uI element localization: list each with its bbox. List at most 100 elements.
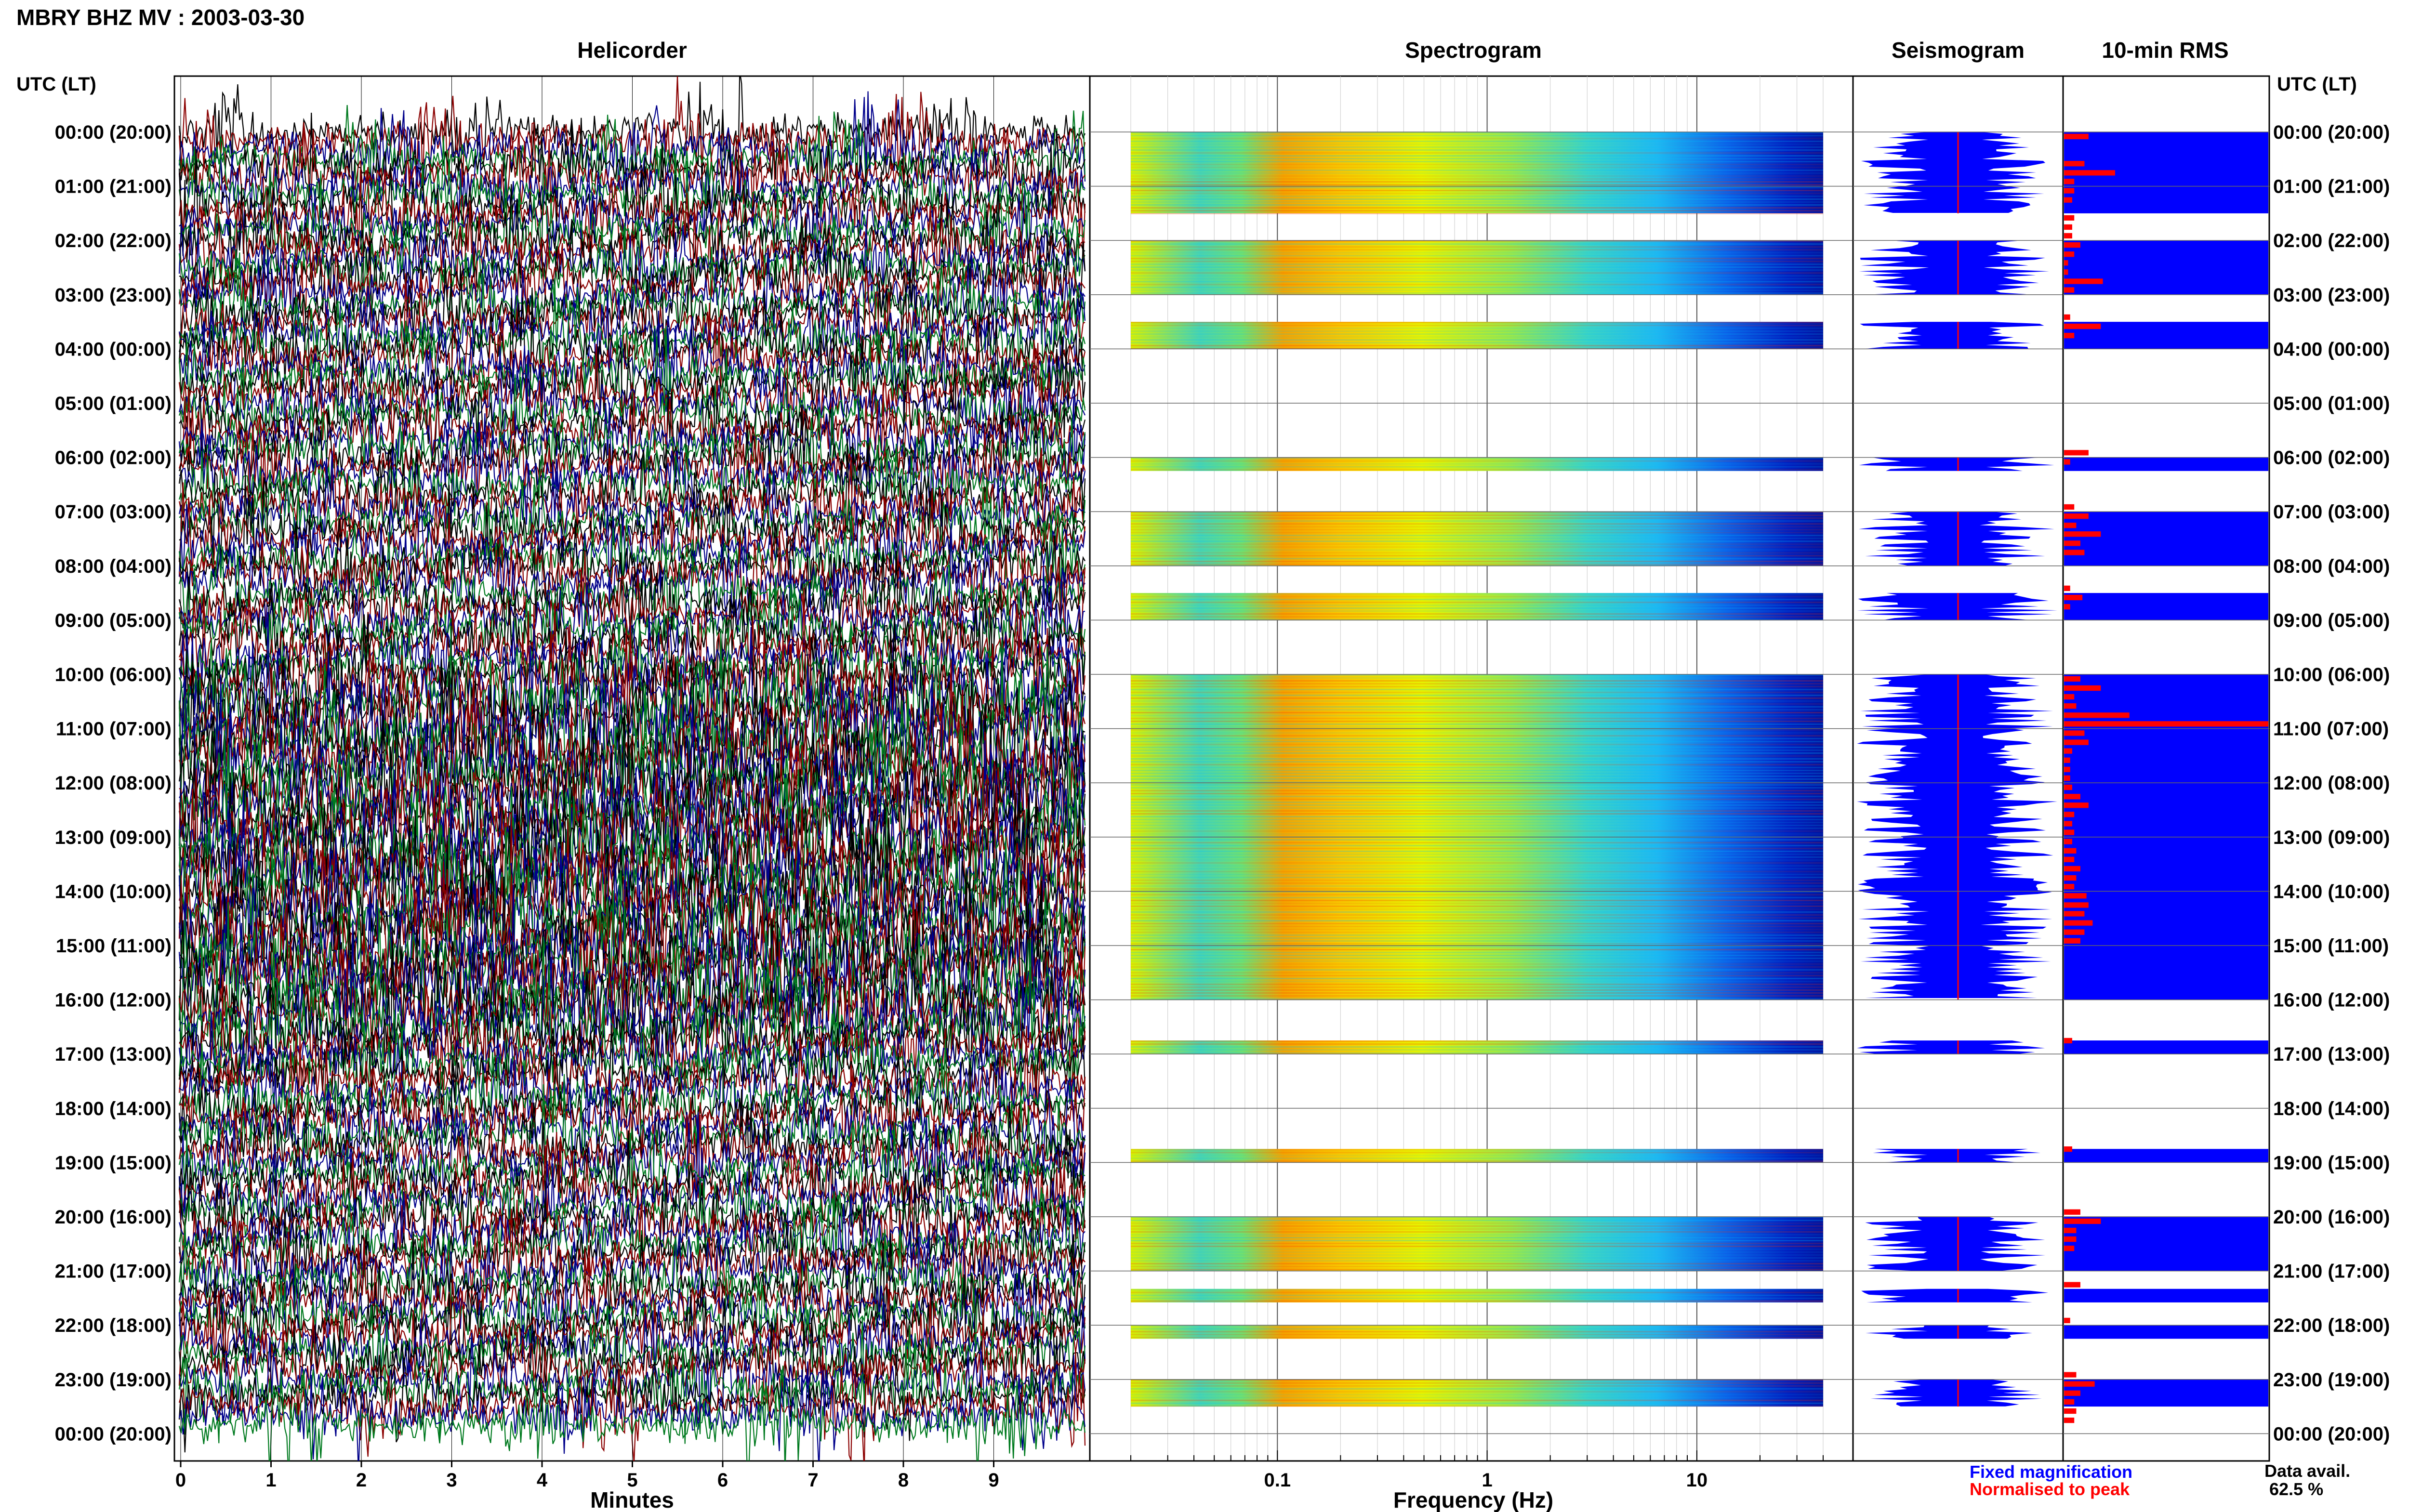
- rms-fixed-bar: [2064, 240, 2268, 295]
- spectrogram-texture: [1131, 207, 1823, 209]
- spectrogram-texture: [1131, 680, 1823, 682]
- spectrogram-texture: [1131, 833, 1823, 835]
- time-label-left: 04:00 (00:00): [55, 339, 172, 360]
- helicorder-tick-label: 9: [988, 1470, 999, 1491]
- spectrogram-texture: [1131, 865, 1823, 867]
- spectrogram-band: [1131, 593, 1823, 620]
- seismogram-hour-lines: [1853, 131, 2063, 1434]
- spectrogram-texture: [1131, 170, 1823, 171]
- spectrogram-texture: [1131, 943, 1823, 945]
- spectrogram-texture: [1131, 149, 1823, 151]
- spectrogram-texture: [1131, 243, 1823, 245]
- time-label-left: 22:00 (18:00): [55, 1315, 172, 1336]
- rms-normalised-bar: [2064, 730, 2085, 736]
- spectrogram-texture: [1131, 689, 1823, 690]
- rms-normalised-bar: [2064, 757, 2070, 763]
- spectrogram-texture: [1131, 755, 1823, 757]
- spectrogram-texture: [1131, 1217, 1823, 1218]
- spectrogram-texture: [1131, 330, 1823, 332]
- spectrogram-texture: [1131, 1388, 1823, 1390]
- time-label-left: 12:00 (08:00): [55, 773, 172, 794]
- spectrogram-texture: [1131, 342, 1823, 344]
- spectrogram-texture: [1131, 856, 1823, 858]
- time-label-left: 03:00 (23:00): [55, 285, 172, 306]
- rms-normalised-bar: [2064, 748, 2072, 754]
- spectrogram-texture: [1131, 517, 1823, 519]
- rms-normalised-bar: [2064, 911, 2085, 917]
- spectrogram-texture: [1131, 758, 1823, 760]
- spectrogram-texture: [1131, 564, 1823, 565]
- spectrogram-texture: [1131, 138, 1823, 139]
- spectrogram-texture: [1131, 842, 1823, 843]
- spectrogram-texture: [1131, 249, 1823, 251]
- spectrogram-texture: [1131, 607, 1823, 609]
- spectrogram-texture: [1131, 463, 1823, 465]
- spectrogram-texture: [1131, 966, 1823, 968]
- rms-normalised-bar: [2064, 893, 2087, 899]
- spectrogram-texture: [1131, 540, 1823, 542]
- spectrogram-title: Spectrogram: [1405, 38, 1542, 63]
- spectrogram-texture: [1131, 1231, 1823, 1233]
- seismogram-envelope: [1865, 1217, 2046, 1271]
- rms-normalised-bar: [2064, 775, 2070, 781]
- spectrogram-texture: [1131, 674, 1823, 676]
- spectrogram-texture: [1131, 726, 1823, 728]
- rms-normalised-bar: [2064, 1399, 2075, 1405]
- spectrogram-texture: [1131, 813, 1823, 815]
- rms-normalised-bar: [2064, 251, 2075, 257]
- rms-normalised-bar: [2064, 1317, 2070, 1324]
- spectrogram-texture: [1131, 764, 1823, 765]
- spectrogram-texture: [1131, 828, 1823, 829]
- spectrogram-texture: [1131, 263, 1823, 265]
- time-label-left: 17:00 (13:00): [55, 1044, 172, 1065]
- spectrogram-texture: [1131, 1294, 1823, 1296]
- time-label-right: 05:00 (01:00): [2273, 393, 2390, 414]
- rms-normalised-bar: [2064, 1417, 2075, 1423]
- spectrogram-texture: [1131, 686, 1823, 687]
- spectrogram-texture: [1131, 946, 1823, 947]
- rms-normalised-bar: [2064, 1381, 2095, 1387]
- spectrogram-texture: [1131, 281, 1823, 283]
- spectrogram-tick-label: 0.1: [1264, 1470, 1291, 1491]
- rms-normalised-bar: [2064, 604, 2070, 610]
- spectrogram-texture: [1131, 778, 1823, 780]
- spectrogram-texture: [1131, 1269, 1823, 1270]
- rms-normalised-bar: [2064, 721, 2268, 727]
- rms-panel: [2062, 75, 2270, 1462]
- rms-normalised-bar: [2064, 938, 2080, 944]
- spectrogram-texture: [1131, 752, 1823, 754]
- seismogram-envelope: [1857, 593, 2058, 620]
- spectrogram-texture: [1131, 972, 1823, 973]
- spectrogram-texture: [1131, 613, 1823, 615]
- spectrogram-texture: [1131, 167, 1823, 168]
- spectrogram-texture: [1131, 272, 1823, 274]
- rms-normalised-bar: [2064, 794, 2080, 800]
- rms-fixed-bar: [2064, 512, 2268, 566]
- spectrogram-texture: [1131, 859, 1823, 861]
- spectrogram-texture: [1131, 1152, 1823, 1154]
- spectrogram-texture: [1131, 984, 1823, 985]
- spectrogram-texture: [1131, 549, 1823, 551]
- rms-normalised-bar: [2064, 902, 2089, 908]
- spectrogram-texture: [1131, 986, 1823, 988]
- spectrogram-texture: [1131, 523, 1823, 525]
- rms-normalised-bar: [2064, 920, 2093, 926]
- rms-normalised-bar: [2064, 133, 2089, 140]
- spectrogram-texture: [1131, 926, 1823, 927]
- seismogram-envelope: [1857, 674, 2057, 998]
- spectrogram-texture: [1131, 677, 1823, 679]
- spectrogram-texture: [1131, 761, 1823, 763]
- spectrogram-texture: [1131, 1266, 1823, 1267]
- spectrogram-hour-lines: [1090, 131, 1853, 1434]
- seismogram-traces: [1857, 132, 2058, 1407]
- spectrogram-texture: [1131, 155, 1823, 157]
- spectrogram-texture: [1131, 178, 1823, 180]
- spectrogram-texture: [1131, 839, 1823, 841]
- spectrogram-texture: [1131, 593, 1823, 595]
- rms-normalised-bar: [2064, 884, 2075, 890]
- spectrogram-texture: [1131, 700, 1823, 702]
- spectrogram-texture: [1131, 911, 1823, 913]
- rms-normalised-bar: [2064, 242, 2080, 248]
- spectrogram-texture: [1131, 819, 1823, 820]
- rms-normalised-bar: [2064, 1372, 2077, 1378]
